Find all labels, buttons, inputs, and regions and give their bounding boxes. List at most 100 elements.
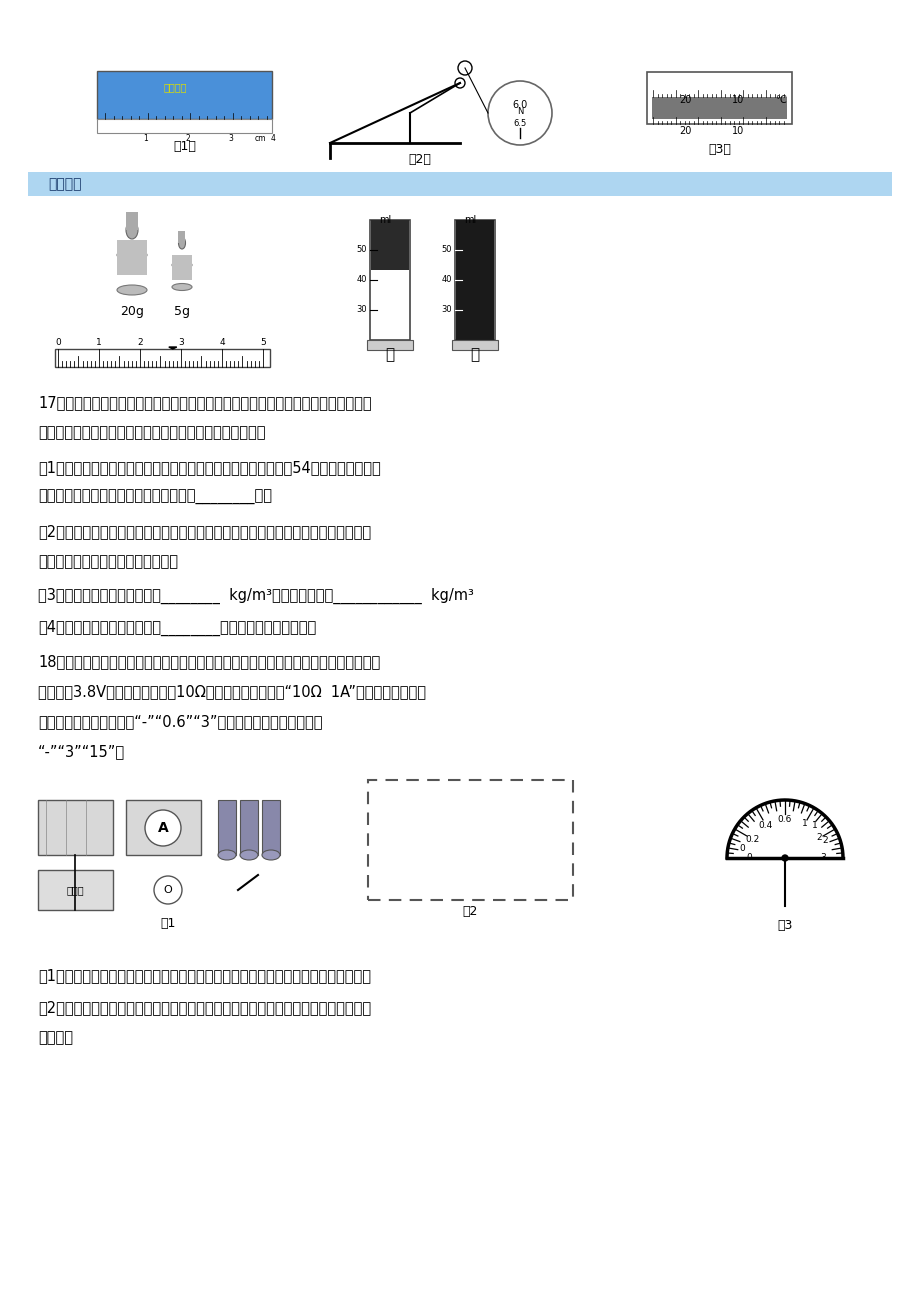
- Text: 6.5: 6.5: [513, 118, 526, 128]
- Text: （1）: （1）: [174, 141, 197, 154]
- Ellipse shape: [262, 850, 279, 861]
- Text: 2: 2: [816, 833, 822, 842]
- Text: 5: 5: [260, 339, 266, 348]
- Text: 0: 0: [745, 854, 751, 862]
- Bar: [368, 780, 573, 900]
- Text: （2）将称得的细砂糖全部倒入量筒，摇平后如图甲所示，再将称得的冰糖全部埋入量: （2）将称得的细砂糖全部倒入量筒，摇平后如图甲所示，再将称得的冰糖全部埋入量: [38, 523, 370, 539]
- Text: 1: 1: [811, 820, 816, 829]
- Text: 0.4: 0.4: [758, 820, 772, 829]
- Text: 2: 2: [186, 134, 190, 143]
- Text: 2: 2: [137, 339, 142, 348]
- Text: 17．小雨在自家厨房发现了两包糖，一包是颗粒极小的细砂糖，一包是颗粒较大的冰: 17．小雨在自家厨房发现了两包糖，一包是颗粒极小的细砂糖，一包是颗粒较大的冰: [38, 395, 371, 410]
- Bar: [97, 118, 272, 133]
- Ellipse shape: [172, 262, 192, 268]
- Bar: [28, 172, 891, 197]
- Bar: [126, 799, 200, 855]
- Text: 图1: 图1: [160, 917, 176, 930]
- Text: 10: 10: [732, 95, 743, 105]
- Text: （2）小刚合理地连接好电路，并按正确的顺序操作，但闭合开关后灯不亮，聪明的小: （2）小刚合理地连接好电路，并按正确的顺序操作，但闭合开关后灯不亮，聪明的小: [38, 1000, 370, 1016]
- Text: ℃: ℃: [775, 95, 786, 105]
- Text: 0.6: 0.6: [777, 815, 791, 824]
- Circle shape: [487, 81, 551, 145]
- Text: （4）你认为小雨测得的密度中________糖的密度误差相对较大．: （4）你认为小雨测得的密度中________糖的密度误差相对较大．: [38, 620, 316, 637]
- Text: 30: 30: [441, 306, 451, 315]
- Text: 3: 3: [819, 854, 825, 862]
- Bar: [240, 799, 257, 855]
- Text: ml: ml: [379, 215, 391, 225]
- Text: （1）分别取适量的细砂糖和冰糖用天平称量，称得细砂糖质量为54克，称冰糖时天平: （1）分别取适量的细砂糖和冰糖用天平称量，称得细砂糖质量为54克，称冰糖时天平: [38, 460, 380, 475]
- Ellipse shape: [117, 250, 147, 260]
- Text: 1: 1: [96, 339, 102, 348]
- Text: A: A: [157, 822, 168, 835]
- Text: “-”“3”“15”）: “-”“3”“15”）: [38, 743, 125, 759]
- Text: 20g: 20g: [120, 305, 143, 318]
- Text: 20: 20: [678, 95, 690, 105]
- Text: 2: 2: [822, 836, 827, 845]
- Text: 甲: 甲: [385, 348, 394, 362]
- Circle shape: [781, 855, 788, 861]
- Text: 10: 10: [732, 126, 743, 135]
- Text: 变阻器: 变阻器: [66, 885, 84, 894]
- Ellipse shape: [126, 221, 138, 240]
- Text: 50: 50: [441, 246, 451, 254]
- Text: 6.0: 6.0: [512, 100, 528, 109]
- Text: 定电压是3.8V，其灯丝电阵约为10Ω，滑动变阵器上标有“10Ω  1A”的字样．（说明：: 定电压是3.8V，其灯丝电阵约为10Ω，滑动变阵器上标有“10Ω 1A”的字样．…: [38, 684, 425, 699]
- Text: 电流表接线柱从左到右为“-”“0.6”“3”；电压表接线柱从左到右为: 电流表接线柱从左到右为“-”“0.6”“3”；电压表接线柱从左到右为: [38, 713, 323, 729]
- Text: 4: 4: [270, 134, 275, 143]
- Bar: [456, 220, 494, 340]
- Ellipse shape: [172, 284, 192, 290]
- Text: 40: 40: [357, 276, 367, 285]
- Bar: [455, 220, 494, 340]
- Text: O: O: [164, 885, 172, 894]
- Text: 0.2: 0.2: [744, 835, 758, 844]
- Circle shape: [145, 810, 181, 846]
- Circle shape: [455, 78, 464, 89]
- Bar: [262, 799, 279, 855]
- Text: 3: 3: [178, 339, 184, 348]
- Text: 3: 3: [228, 134, 233, 143]
- Ellipse shape: [117, 285, 147, 296]
- Bar: [38, 799, 113, 855]
- Text: （1）请你用笔画线代替导线将电路中未连接的部分连好，使它成为完整的实验电路．: （1）请你用笔画线代替导线将电路中未连接的部分连好，使它成为完整的实验电路．: [38, 967, 370, 983]
- Text: 30: 30: [356, 306, 367, 315]
- Bar: [117, 240, 147, 275]
- Bar: [178, 230, 186, 243]
- Bar: [369, 220, 410, 340]
- Bar: [126, 212, 138, 230]
- Text: 筒中的细砂糖，摇平后如图乙所示．: 筒中的细砂糖，摇平后如图乙所示．: [38, 553, 177, 569]
- Text: N: N: [516, 108, 523, 116]
- Text: 1: 1: [143, 134, 148, 143]
- Text: 5g: 5g: [174, 305, 190, 318]
- Circle shape: [153, 876, 182, 904]
- Text: 4: 4: [219, 339, 224, 348]
- Text: （3）计算得出细砂糖的密度为________  kg/m³，冰糖的密度为____________  kg/m³: （3）计算得出细砂糖的密度为________ kg/m³，冰糖的密度为_____…: [38, 589, 473, 604]
- Text: 0: 0: [55, 339, 61, 348]
- Text: 显示解析: 显示解析: [48, 177, 82, 191]
- Text: （2）: （2）: [408, 154, 431, 165]
- Text: 乙: 乙: [470, 348, 479, 362]
- Text: 40: 40: [441, 276, 451, 285]
- Text: 糖．小雨想测出这两种糖的密度，于是他进行了如下操作：: 糖．小雨想测出这两种糖的密度，于是他进行了如下操作：: [38, 424, 266, 440]
- Text: 五色棒尺: 五色棒尺: [163, 82, 187, 92]
- Bar: [652, 98, 787, 118]
- Bar: [218, 799, 236, 855]
- Bar: [55, 349, 269, 367]
- Bar: [97, 72, 272, 118]
- Text: 18．如图是测定小灯泡额定功率的实物连接图，其中电源是三节新的干电池，灯泡的额: 18．如图是测定小灯泡额定功率的实物连接图，其中电源是三节新的干电池，灯泡的额: [38, 654, 380, 669]
- Text: 图2: 图2: [462, 905, 478, 918]
- Text: 50: 50: [357, 246, 367, 254]
- Bar: [451, 340, 497, 350]
- Bar: [367, 340, 413, 350]
- Ellipse shape: [218, 850, 236, 861]
- Text: 1: 1: [801, 819, 807, 828]
- Text: 20: 20: [678, 126, 690, 135]
- Text: 0: 0: [738, 845, 744, 853]
- Bar: [38, 870, 113, 910]
- Polygon shape: [168, 348, 176, 349]
- Bar: [647, 72, 791, 124]
- Ellipse shape: [240, 850, 257, 861]
- Text: ml: ml: [463, 215, 476, 225]
- Bar: [370, 220, 409, 270]
- Text: 图3: 图3: [777, 919, 792, 932]
- Circle shape: [458, 61, 471, 76]
